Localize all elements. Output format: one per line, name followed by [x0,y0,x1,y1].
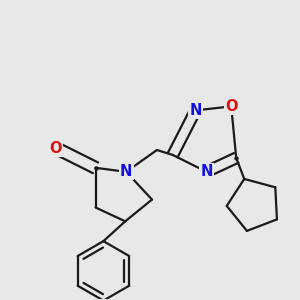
Text: N: N [189,103,202,118]
Text: O: O [225,99,238,114]
Text: N: N [200,164,213,179]
Text: N: N [120,164,132,179]
Text: O: O [50,140,62,155]
